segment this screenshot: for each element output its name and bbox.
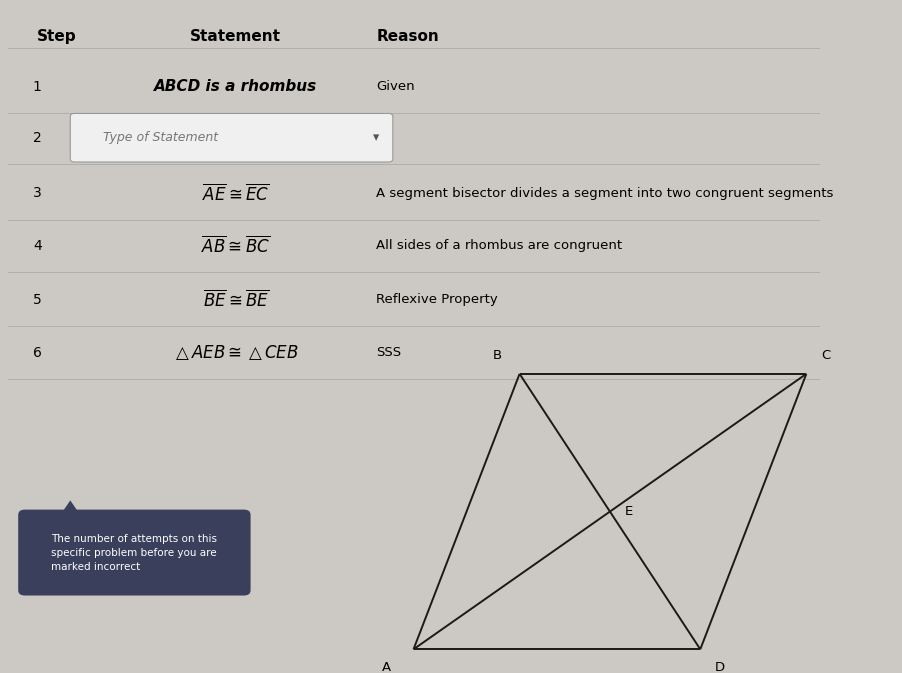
Text: SSS: SSS bbox=[376, 347, 401, 359]
Text: D: D bbox=[714, 661, 724, 673]
Text: B: B bbox=[492, 349, 502, 362]
Text: The number of attempts on this
specific problem before you are
marked incorrect: The number of attempts on this specific … bbox=[51, 534, 217, 571]
Text: Statement: Statement bbox=[190, 28, 281, 44]
Text: All sides of a rhombus are congruent: All sides of a rhombus are congruent bbox=[376, 240, 621, 252]
Text: $\mathit{\triangle AEB \cong \triangle CEB}$: $\mathit{\triangle AEB \cong \triangle C… bbox=[172, 343, 299, 362]
Text: $\mathit{\overline{BE}} \cong \mathit{\overline{BE}}$: $\mathit{\overline{BE}} \cong \mathit{\o… bbox=[202, 289, 269, 310]
Text: 6: 6 bbox=[32, 346, 41, 360]
Polygon shape bbox=[60, 501, 80, 515]
Text: 4: 4 bbox=[32, 239, 41, 253]
Text: ▾: ▾ bbox=[373, 131, 379, 144]
Text: $\mathit{\overline{AE}} \cong \mathit{\overline{EC}}$: $\mathit{\overline{AE}} \cong \mathit{\o… bbox=[202, 183, 269, 204]
Text: 1: 1 bbox=[32, 79, 41, 94]
Text: $\mathit{\overline{AB}} \cong \mathit{\overline{BC}}$: $\mathit{\overline{AB}} \cong \mathit{\o… bbox=[201, 236, 270, 256]
Text: A segment bisector divides a segment into two congruent segments: A segment bisector divides a segment int… bbox=[376, 187, 833, 200]
FancyBboxPatch shape bbox=[70, 114, 392, 162]
Text: Given: Given bbox=[376, 80, 414, 93]
Text: ABCD is a rhombus: ABCD is a rhombus bbox=[154, 79, 317, 94]
Text: Reason: Reason bbox=[376, 28, 438, 44]
FancyBboxPatch shape bbox=[18, 509, 251, 596]
Text: 3: 3 bbox=[32, 186, 41, 201]
Text: Type of Statement: Type of Statement bbox=[103, 131, 218, 144]
Text: 2: 2 bbox=[32, 131, 41, 145]
Text: Reflexive Property: Reflexive Property bbox=[376, 293, 498, 306]
Text: C: C bbox=[820, 349, 830, 362]
Text: Step: Step bbox=[37, 28, 77, 44]
Text: E: E bbox=[624, 505, 632, 518]
Text: A: A bbox=[382, 661, 391, 673]
Text: 5: 5 bbox=[32, 293, 41, 307]
